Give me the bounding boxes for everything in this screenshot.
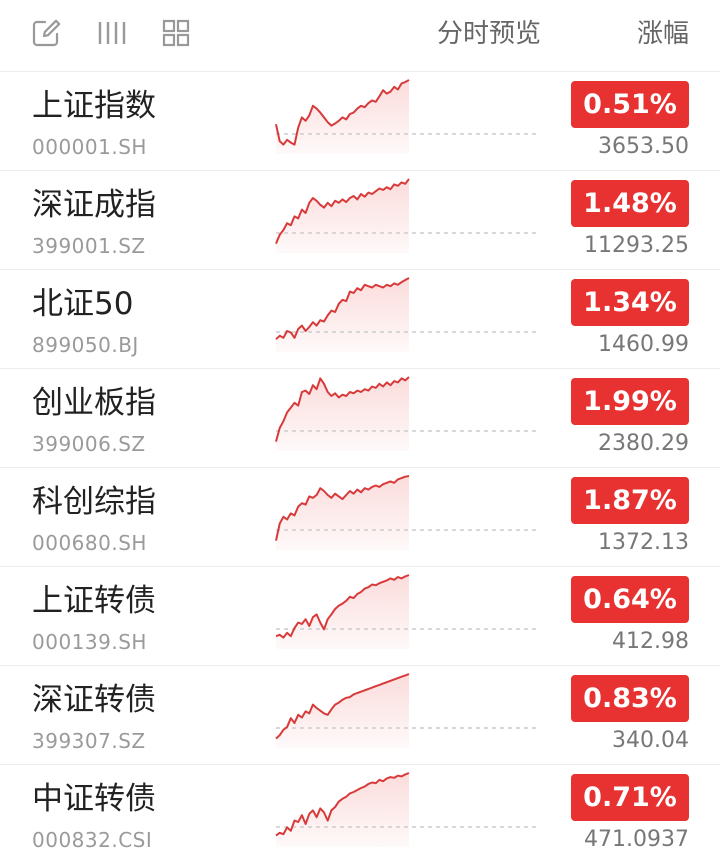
- grid-icon[interactable]: [161, 18, 191, 48]
- sparkline-line: [275, 772, 410, 837]
- sparkline-area: [276, 80, 409, 154]
- index-code: 000832.CSI: [32, 828, 153, 852]
- index-name: 北证50: [32, 286, 134, 322]
- list-item[interactable]: 中证转债 000832.CSI 0.71% 471.0937: [0, 765, 720, 864]
- sparkline-line: [275, 277, 410, 340]
- edit-icon[interactable]: [31, 18, 61, 48]
- index-code: 000001.SH: [32, 135, 147, 159]
- change-badge: 0.71%: [571, 774, 689, 821]
- sparkline-area: [276, 278, 409, 352]
- sparkline-area: [276, 377, 409, 451]
- list-item[interactable]: 上证转债 000139.SH 0.64% 412.98: [0, 567, 720, 666]
- change-badge: 0.51%: [571, 81, 689, 128]
- index-price: 412.98: [612, 629, 689, 654]
- index-price: 340.04: [612, 728, 689, 753]
- change-column-sort[interactable]: 涨幅: [636, 19, 689, 49]
- change-badge: 1.48%: [571, 180, 689, 227]
- sparkline-area: [276, 476, 409, 550]
- index-price: 11293.25: [584, 233, 689, 258]
- sparkline-chart: [275, 673, 540, 748]
- index-name: 创业板指: [32, 385, 156, 421]
- list-item[interactable]: 深证成指 399001.SZ 1.48% 11293.25: [0, 171, 720, 270]
- index-code: 000680.SH: [32, 531, 147, 555]
- index-code: 399307.SZ: [32, 729, 146, 753]
- sparkline-chart: [275, 772, 540, 847]
- list-item[interactable]: 创业板指 399006.SZ 1.99% 2380.29: [0, 369, 720, 468]
- sparkline-chart: [275, 574, 540, 649]
- index-code: 399006.SZ: [32, 432, 146, 456]
- index-price: 471.0937: [584, 827, 689, 852]
- list-item[interactable]: 深证转债 399307.SZ 0.83% 340.04: [0, 666, 720, 765]
- change-badge: 0.64%: [571, 576, 689, 623]
- preview-column-header: 分时预览: [437, 19, 542, 49]
- sparkline-line: [275, 376, 410, 442]
- index-code: 899050.BJ: [32, 333, 139, 357]
- index-name: 深证成指: [32, 187, 156, 223]
- index-name: 科创综指: [32, 484, 156, 520]
- sparkline-area: [276, 674, 409, 748]
- change-badge: 1.99%: [571, 378, 689, 425]
- sparkline-chart: [275, 79, 540, 154]
- index-name: 上证转债: [32, 583, 156, 619]
- index-name: 中证转债: [32, 781, 156, 817]
- list-item[interactable]: 上证指数 000001.SH 0.51% 3653.50: [0, 72, 720, 171]
- list-header: 分时预览 涨幅: [0, 0, 720, 72]
- list-item[interactable]: 北证50 899050.BJ 1.34% 1460.99: [0, 270, 720, 369]
- sparkline-chart: [275, 475, 540, 550]
- sparkline-area: [276, 575, 409, 649]
- sparkline-line: [275, 673, 410, 740]
- index-code: 000139.SH: [32, 630, 147, 654]
- sparkline-line: [275, 475, 410, 541]
- change-badge: 1.34%: [571, 279, 689, 326]
- sparkline-area: [276, 179, 409, 253]
- index-price: 1460.99: [598, 332, 689, 357]
- change-badge: 0.83%: [571, 675, 689, 722]
- columns-icon[interactable]: [97, 18, 127, 48]
- sparkline-chart: [275, 376, 540, 451]
- index-code: 399001.SZ: [32, 234, 146, 258]
- sparkline-area: [276, 773, 409, 847]
- list-item[interactable]: 科创综指 000680.SH 1.87% 1372.13: [0, 468, 720, 567]
- index-name: 上证指数: [32, 88, 156, 124]
- index-price: 3653.50: [598, 134, 689, 159]
- change-badge: 1.87%: [571, 477, 689, 524]
- sparkline-line: [275, 79, 410, 146]
- index-name: 深证转债: [32, 682, 156, 718]
- index-price: 1372.13: [598, 530, 689, 555]
- sparkline-chart: [275, 178, 540, 253]
- index-price: 2380.29: [598, 431, 689, 456]
- sparkline-chart: [275, 277, 540, 352]
- sparkline-line: [275, 574, 410, 639]
- sparkline-line: [275, 178, 410, 244]
